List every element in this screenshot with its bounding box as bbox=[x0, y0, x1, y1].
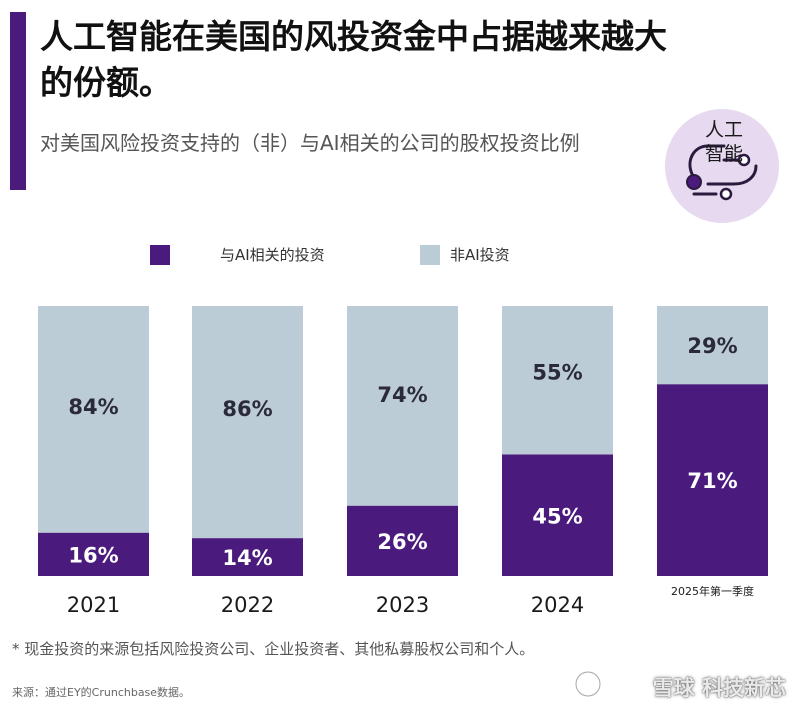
data-label-non-ai-1: 86% bbox=[222, 397, 272, 421]
bar-non-ai-1 bbox=[192, 306, 303, 539]
legend-label-ai: 与AI相关的投资 bbox=[220, 246, 325, 264]
data-label-ai-4: 71% bbox=[687, 469, 737, 493]
legend-swatch-non-ai bbox=[420, 245, 440, 265]
bar-non-ai-0 bbox=[38, 306, 149, 533]
bar-non-ai-4 bbox=[657, 306, 768, 385]
x-tick-label-1: 2022 bbox=[221, 593, 274, 617]
accent-bar bbox=[10, 12, 26, 190]
snowball-logo-icon bbox=[574, 670, 602, 698]
bar-ai-4 bbox=[657, 384, 768, 576]
bar-ai-3 bbox=[502, 454, 613, 576]
data-label-non-ai-2: 74% bbox=[377, 383, 427, 407]
bar-ai-0 bbox=[38, 532, 149, 576]
watermark: 雪球 科技新芯 bbox=[652, 676, 786, 700]
bar-ai-2 bbox=[347, 505, 458, 576]
footnote: * 现金投资的来源包括风险投资公司、企业投资者、其他私募股权公司和个人。 bbox=[12, 640, 535, 658]
bar-non-ai-2 bbox=[347, 306, 458, 506]
page-title: 人工智能在美国的风投资金中占据越来越大的份额。 bbox=[40, 17, 667, 102]
legend-label-non-ai: 非AI投资 bbox=[450, 246, 510, 264]
ai-badge-text-1: 人工 bbox=[705, 119, 743, 141]
chart-subtitle: 对美国风险投资支持的（非）与AI相关的公司的股权投资比例 bbox=[40, 131, 580, 155]
data-label-ai-2: 26% bbox=[377, 530, 427, 554]
data-label-non-ai-3: 55% bbox=[532, 360, 582, 384]
ai-brain-icon: 人工 智能 bbox=[665, 109, 779, 223]
data-label-non-ai-4: 29% bbox=[687, 334, 737, 358]
data-label-non-ai-0: 84% bbox=[68, 395, 118, 419]
source-note: 来源：通过EY的Crunchbase数据。 bbox=[12, 686, 191, 699]
stacked-bar-chart: 84% 16% 2021 86% 14% 2022 74% 26% 2023 55% 45% 2024… bbox=[38, 306, 768, 617]
data-label-ai-0: 16% bbox=[68, 543, 118, 567]
ai-badge-text-2: 智能 bbox=[705, 143, 743, 165]
data-label-ai-3: 45% bbox=[532, 504, 582, 528]
bar-non-ai-3 bbox=[502, 306, 613, 455]
data-label-ai-1: 14% bbox=[222, 546, 272, 570]
x-tick-label-0: 2021 bbox=[67, 593, 120, 617]
x-tick-label-3: 2024 bbox=[531, 593, 584, 617]
bar-ai-1 bbox=[192, 538, 303, 576]
x-tick-label-2: 2023 bbox=[376, 593, 429, 617]
x-tick-label-4: 2025年第一季度 bbox=[671, 584, 754, 598]
legend-swatch-ai bbox=[150, 245, 170, 265]
